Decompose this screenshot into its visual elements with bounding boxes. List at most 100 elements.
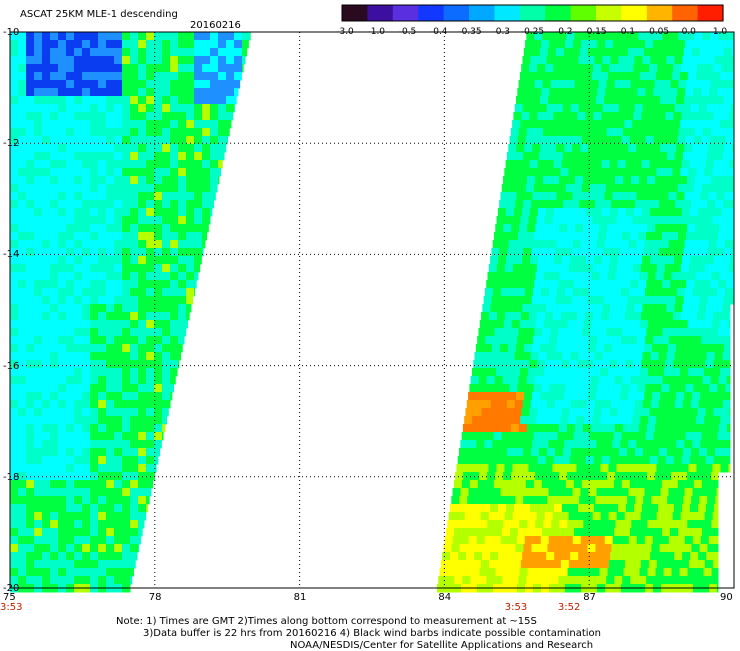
swath-cell: [130, 192, 139, 201]
swath-cell: [618, 352, 628, 361]
swath-cell: [202, 216, 211, 225]
swath-cell: [690, 304, 699, 313]
swath-cell: [194, 248, 203, 257]
swath-cell: [578, 552, 587, 561]
swath-cell: [448, 512, 458, 521]
swath-cell: [661, 232, 671, 241]
swath-cell: [138, 408, 147, 417]
swath-cell: [645, 136, 655, 145]
swath-cell: [526, 528, 535, 537]
swath-cell: [573, 40, 582, 49]
swath-cell: [186, 208, 195, 217]
swath-cell: [26, 240, 35, 249]
swath-cell: [82, 376, 91, 385]
swath-cell: [106, 272, 115, 281]
swath-cell: [625, 160, 635, 169]
swath-cell: [602, 56, 611, 65]
swath-cell: [82, 96, 91, 105]
swath-cell: [629, 184, 639, 193]
swath-cell: [723, 248, 732, 257]
swath-cell: [34, 488, 43, 497]
swath-cell: [658, 56, 667, 65]
swath-cell: [462, 528, 471, 537]
swath-cell: [725, 184, 735, 193]
swath-cell: [242, 56, 246, 65]
swath-cell: [688, 216, 698, 225]
swath-cell: [626, 104, 636, 113]
swath-cell: [551, 272, 561, 281]
swath-cell: [34, 312, 43, 321]
swath-cell: [50, 496, 59, 505]
swath-cell: [650, 56, 659, 65]
swath-cell: [146, 304, 155, 313]
swath-cell: [170, 152, 179, 161]
swath-cell: [713, 64, 722, 73]
swath-cell: [50, 416, 59, 425]
swath-cell: [582, 528, 591, 537]
swath-cell: [162, 352, 171, 361]
swath-cell: [98, 160, 107, 169]
swath-cell: [602, 152, 612, 161]
swath-cell: [610, 352, 620, 361]
swath-cell: [114, 456, 123, 465]
swath-cell: [58, 328, 67, 337]
swath-cell: [234, 32, 243, 41]
swath-cell: [639, 472, 648, 481]
swath-cell: [665, 456, 675, 465]
swath-cell: [114, 56, 123, 65]
swath-cell: [644, 536, 654, 545]
swath-cell: [114, 200, 123, 209]
swath-data: [10, 32, 735, 593]
swath-cell: [535, 568, 545, 577]
swath-cell: [500, 192, 509, 201]
swath-cell: [90, 480, 99, 489]
swath-cell: [731, 296, 735, 305]
swath-cell: [90, 296, 99, 305]
swath-cell: [588, 144, 597, 153]
swath-cell: [678, 280, 687, 289]
swath-cell: [596, 440, 605, 449]
swath-cell: [690, 352, 700, 361]
swath-cell: [637, 136, 647, 145]
swath-cell: [492, 440, 501, 449]
swath-cell: [583, 568, 593, 577]
swath-cell: [716, 240, 726, 249]
swath-cell: [607, 320, 617, 329]
swath-cell: [162, 184, 171, 193]
swath-cell: [561, 112, 570, 121]
swath-cell: [130, 376, 139, 385]
swath-cell: [194, 48, 203, 57]
swath-cell: [630, 280, 639, 289]
swath-cell: [114, 232, 123, 241]
swath-cell: [186, 216, 195, 225]
swath-cell: [642, 104, 652, 113]
swath-cell: [641, 360, 650, 369]
swath-cell: [178, 120, 187, 129]
swath-cell: [524, 536, 534, 545]
swath-cell: [186, 248, 195, 257]
swath-cell: [683, 96, 693, 105]
swath-cell: [50, 368, 59, 377]
swath-cell: [453, 480, 463, 489]
swath-cell: [66, 568, 75, 577]
swath-cell: [442, 552, 451, 561]
swath-cell: [565, 432, 575, 441]
swath-cell: [622, 376, 632, 385]
swath-cell: [98, 64, 107, 73]
swath-cell: [66, 72, 75, 81]
chart-title: ASCAT 25KM MLE-1 descending: [20, 9, 178, 20]
swath-cell: [138, 256, 147, 265]
swath-cell: [10, 192, 19, 201]
swath-cell: [687, 176, 696, 185]
swath-cell: [550, 424, 560, 433]
swath-cell: [154, 312, 163, 321]
swath-cell: [559, 176, 568, 185]
swath-cell: [138, 352, 147, 361]
swath-cell: [505, 312, 514, 321]
swath-cell: [130, 536, 139, 545]
swath-cell: [18, 264, 27, 273]
swath-cell: [106, 280, 115, 289]
swath-cell: [648, 216, 658, 225]
swath-cell: [640, 512, 650, 521]
swath-cell: [138, 40, 147, 49]
